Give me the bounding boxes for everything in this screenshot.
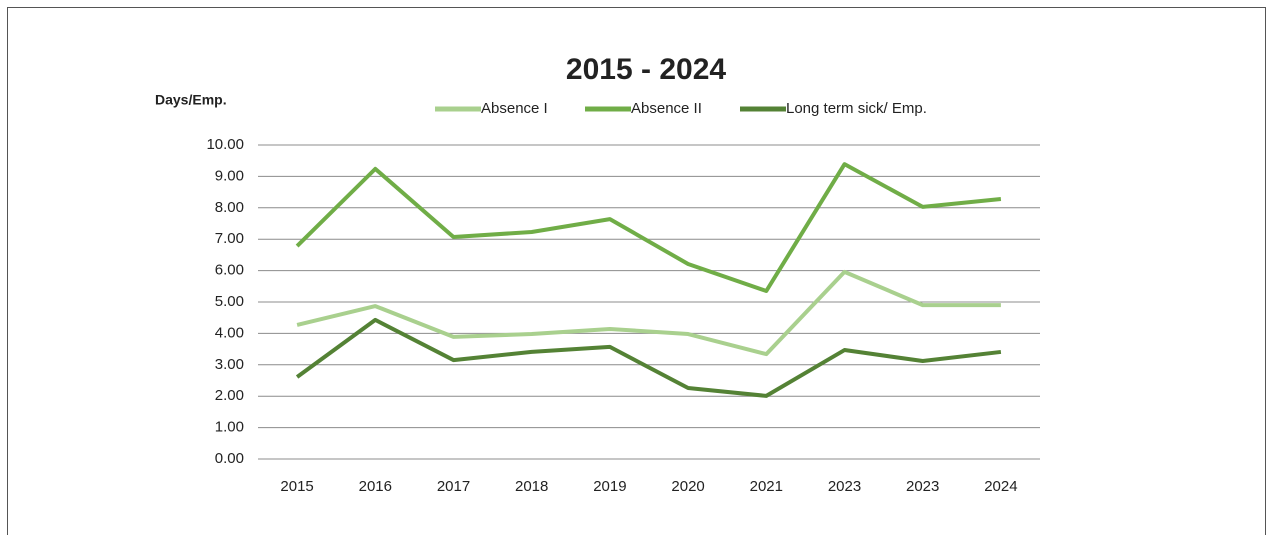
y-axis-label: Days/Emp.	[155, 92, 227, 108]
x-tick-label: 2020	[671, 478, 704, 495]
y-tick-label: 6.00	[215, 262, 244, 279]
x-tick-label: 2021	[750, 478, 783, 495]
x-tick-label: 2018	[515, 478, 548, 495]
y-tick-label: 8.00	[215, 199, 244, 216]
legend-label: Long term sick/ Emp.	[786, 100, 927, 117]
series-line	[296, 269, 1001, 357]
y-tick-label: 9.00	[215, 167, 244, 184]
y-tick-label: 3.00	[215, 356, 244, 373]
x-tick-label: 2019	[593, 478, 626, 495]
y-tick-label: 0.00	[215, 450, 244, 467]
legend-label: Absence I	[481, 100, 548, 117]
series-line	[295, 317, 1002, 398]
y-tick-label: 1.00	[215, 419, 244, 436]
y-tick-label: 7.00	[215, 230, 244, 247]
y-tick-label: 5.00	[215, 293, 244, 310]
series-line	[295, 162, 1002, 294]
x-tick-label: 2015	[280, 478, 313, 495]
y-tick-label: 10.00	[206, 136, 244, 153]
y-tick-label: 4.00	[215, 324, 244, 341]
x-tick-label: 2017	[437, 478, 470, 495]
x-tick-label: 2024	[984, 478, 1017, 495]
y-tick-label: 2.00	[215, 387, 244, 404]
legend-label: Absence II	[631, 100, 702, 117]
x-tick-label: 2023	[828, 478, 861, 495]
x-tick-label: 2016	[359, 478, 392, 495]
x-tick-label: 2023	[906, 478, 939, 495]
chart-title: 2015 - 2024	[566, 53, 726, 86]
frame	[7, 7, 1266, 535]
